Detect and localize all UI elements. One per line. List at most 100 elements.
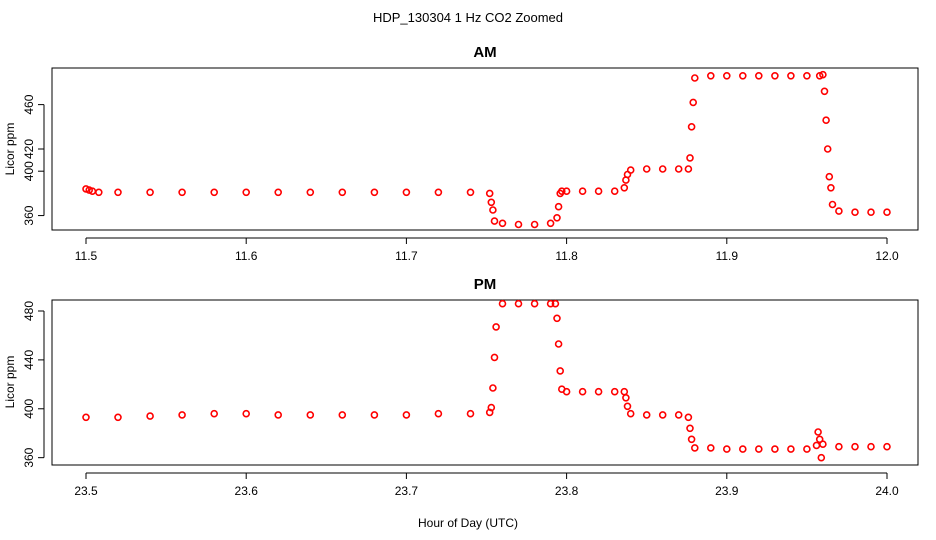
pm-data-point (82, 413, 90, 422)
am-data-point (642, 165, 651, 173)
pm-data-point (610, 387, 619, 396)
am-data-point (487, 198, 496, 207)
figure-title: HDP_130304 1 Hz CO2 Zoomed (373, 10, 563, 25)
am-series (82, 70, 891, 229)
pm-panel: PM Licor ppm 23.5 23.6 23.7 23.8 23.9 24.0 36… (3, 276, 919, 498)
pm-data-point (466, 409, 475, 418)
pm-data-point (674, 411, 683, 419)
pm-data-point (684, 413, 693, 422)
am-data-point (687, 123, 696, 131)
pm-data-point (594, 387, 603, 396)
am-data-point (434, 188, 443, 197)
am-y-tick-label: 360 (22, 205, 36, 225)
am-data-point (306, 188, 315, 197)
am-data-point (553, 214, 561, 222)
am-data-point (489, 206, 497, 214)
am-x-tick-label: 11.5 (75, 249, 98, 263)
pm-y-tick-label: 480 (22, 301, 36, 321)
pm-data-point (690, 444, 699, 452)
pm-data-point (178, 411, 186, 419)
am-data-point (825, 172, 834, 181)
am-data-point (822, 116, 830, 124)
pm-data-point (817, 453, 826, 462)
am-plot-frame (51, 67, 919, 231)
am-panel-title: AM (473, 44, 496, 61)
pm-data-point (623, 402, 632, 411)
am-data-point (242, 188, 250, 197)
pm-data-point (686, 424, 694, 433)
am-data-point (820, 87, 829, 96)
pm-x-tick-label: 24.0 (875, 484, 899, 498)
pm-x-tick-label: 23.8 (555, 484, 579, 498)
am-data-point (557, 187, 566, 195)
am-data-point (803, 72, 811, 80)
am-data-point (684, 165, 693, 173)
pm-data-point (622, 393, 630, 402)
am-data-point (738, 72, 747, 80)
pm-plot-frame (51, 299, 919, 466)
am-data-point (883, 208, 891, 216)
am-data-point (594, 187, 603, 195)
am-data-point (706, 72, 715, 80)
am-y-axis-label: Licor ppm (3, 123, 17, 176)
am-data-point (178, 188, 186, 197)
am-y-tick-label: 460 (22, 94, 36, 114)
am-data-point (610, 187, 619, 195)
am-data-point (690, 74, 699, 82)
am-data-point (514, 220, 523, 229)
pm-y-tick-label: 440 (22, 350, 36, 370)
pm-data-point (706, 444, 715, 452)
am-data-point (210, 188, 218, 197)
pm-data-point (114, 413, 122, 422)
pm-data-point (551, 299, 560, 308)
am-data-point (771, 72, 779, 80)
am-y-tick-label: 400 (22, 161, 36, 181)
pm-data-point (562, 387, 571, 396)
pm-data-point (620, 387, 629, 396)
pm-data-point (812, 441, 821, 450)
pm-y-tick-label: 360 (22, 447, 36, 467)
pm-data-point (851, 442, 859, 451)
pm-data-point (556, 367, 565, 375)
pm-x-tick-label: 23.6 (235, 484, 259, 498)
pm-data-point (490, 353, 499, 362)
pm-data-point (578, 387, 587, 396)
am-data-point (722, 72, 731, 80)
am-data-point (402, 188, 411, 197)
pm-data-point (771, 445, 779, 453)
pm-panel-title: PM (474, 276, 497, 293)
am-x-tick-label: 11.8 (555, 249, 578, 263)
pm-data-point (687, 435, 696, 444)
am-panel: AM Licor ppm 11.5 11.6 11.7 11.8 11.9 12.0 36… (3, 44, 919, 263)
pm-x-axis: 23.5 23.6 23.7 23.8 23.9 24.0 (74, 472, 899, 498)
pm-data-point (642, 411, 651, 419)
am-y-tick-label: 420 (22, 139, 36, 159)
am-x-tick-label: 11.6 (235, 249, 258, 263)
pm-data-point (242, 409, 250, 418)
pm-data-point (814, 428, 822, 436)
pm-data-point (553, 314, 561, 323)
am-data-point (658, 165, 667, 173)
pm-data-point (498, 299, 507, 308)
pm-data-point (867, 442, 875, 451)
pm-data-point (210, 409, 218, 418)
am-data-point (114, 188, 122, 197)
pm-data-point (514, 299, 523, 308)
pm-data-point (338, 411, 347, 419)
pm-data-point (819, 440, 827, 449)
am-data-point (562, 187, 571, 195)
pm-data-point (487, 403, 496, 412)
am-data-point (546, 219, 555, 228)
am-data-point (828, 200, 837, 209)
pm-data-point (738, 445, 747, 453)
am-data-point (867, 208, 875, 216)
am-data-point (466, 188, 475, 197)
am-data-point (338, 188, 347, 197)
pm-data-point (883, 442, 891, 451)
am-data-point (578, 187, 587, 195)
pm-x-tick-label: 23.9 (715, 484, 739, 498)
am-data-point (620, 184, 629, 192)
x-axis-label: Hour of Day (UTC) (418, 516, 518, 530)
am-data-point (95, 188, 103, 197)
pm-y-axis-label: Licor ppm (3, 356, 17, 409)
